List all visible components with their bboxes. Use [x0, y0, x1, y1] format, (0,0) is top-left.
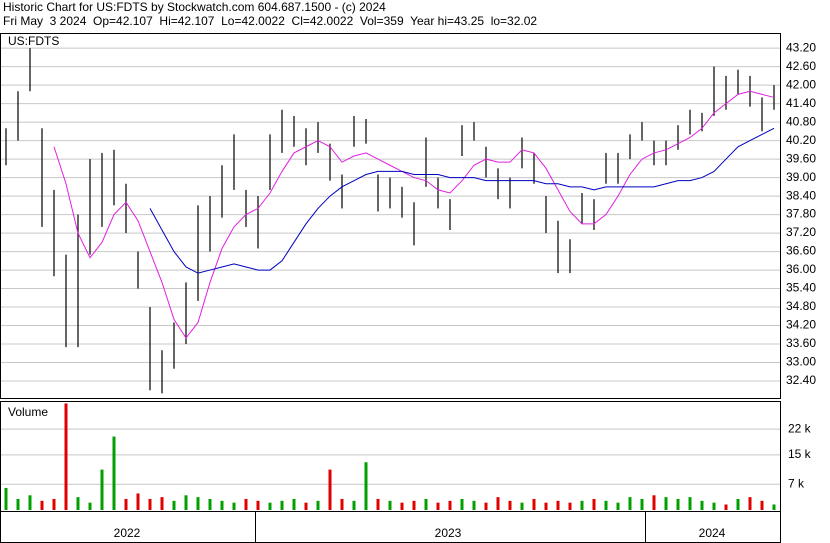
y-tick-label: 43.20	[786, 40, 816, 54]
volume-bar	[268, 502, 272, 510]
volume-bar	[424, 498, 428, 510]
y-tick-label: 33.00	[786, 355, 816, 369]
volume-bar	[304, 502, 308, 510]
volume-bar	[592, 498, 596, 510]
year-label: 2022	[114, 526, 141, 540]
header-line: Historic Chart for US:FDTS by Stockwatch…	[3, 0, 386, 14]
volume-bar	[172, 500, 176, 510]
y-tick-label: 42.00	[786, 77, 816, 91]
volume-bar	[220, 500, 224, 510]
volume-bar	[556, 500, 560, 510]
y-tick-label: 22 k	[788, 421, 812, 435]
y-tick-label: 40.80	[786, 114, 816, 128]
y-tick-label: 7 k	[788, 476, 805, 490]
volume-bar	[340, 498, 344, 510]
volume-bar	[604, 500, 608, 510]
volume-bar	[664, 497, 668, 510]
volume-bar	[736, 498, 740, 510]
y-tick-label: 34.20	[786, 318, 816, 332]
volume-bar	[676, 498, 680, 510]
volume-bar	[448, 500, 452, 510]
volume-bar	[544, 502, 548, 510]
volume-bar	[244, 498, 248, 510]
y-tick-label: 34.80	[786, 299, 816, 313]
year-label: 2023	[435, 526, 462, 540]
y-tick-label: 37.20	[786, 225, 816, 239]
volume-bar	[760, 500, 764, 510]
y-tick-label: 15 k	[788, 447, 812, 461]
volume-bar	[64, 403, 68, 510]
volume-bar	[88, 502, 92, 510]
volume-bar	[700, 500, 704, 510]
volume-bar	[688, 497, 692, 510]
volume-bar	[136, 493, 140, 510]
volume-bar	[208, 498, 212, 510]
y-tick-label: 39.60	[786, 151, 816, 165]
volume-bar	[472, 500, 476, 510]
volume-bar	[16, 498, 20, 510]
y-tick-label: 37.80	[786, 207, 816, 221]
y-tick-label: 35.40	[786, 281, 816, 295]
volume-bar	[112, 436, 116, 510]
volume-bar	[76, 497, 80, 510]
volume-bar	[436, 502, 440, 510]
volume-bar	[148, 498, 152, 510]
header-line: Fri May 3 2024 Op=42.107 Hi=42.107 Lo=42…	[3, 14, 537, 28]
volume-bar	[460, 498, 464, 510]
y-tick-label: 42.60	[786, 59, 816, 73]
volume-bar	[352, 500, 356, 510]
y-tick-label: 39.00	[786, 170, 816, 184]
volume-bar	[376, 498, 380, 510]
volume-bar	[232, 502, 236, 510]
volume-bar	[616, 502, 620, 510]
y-tick-label: 32.40	[786, 373, 816, 387]
volume-bar	[496, 497, 500, 510]
volume-bar	[580, 500, 584, 510]
volume-bar	[316, 500, 320, 510]
volume-bar	[628, 497, 632, 510]
y-tick-label: 41.40	[786, 96, 816, 110]
volume-bar	[772, 504, 776, 510]
volume-bar	[196, 497, 200, 510]
volume-bar	[184, 495, 188, 510]
volume-bar	[400, 502, 404, 510]
volume-bar	[724, 504, 728, 510]
y-tick-label: 36.00	[786, 262, 816, 276]
volume-bar	[328, 469, 332, 510]
y-tick-label: 38.40	[786, 188, 816, 202]
volume-bar	[124, 498, 128, 510]
volume-bar	[28, 495, 32, 510]
volume-bar	[640, 498, 644, 510]
volume-bar	[292, 498, 296, 510]
y-tick-label: 36.60	[786, 244, 816, 258]
volume-bar	[652, 495, 656, 510]
volume-bar	[412, 500, 416, 510]
symbol-label: US:FDTS	[8, 34, 59, 48]
volume-bar	[748, 497, 752, 510]
volume-bar	[484, 502, 488, 510]
price-frame	[0, 33, 781, 399]
volume-bar	[520, 502, 524, 510]
volume-bar	[532, 498, 536, 510]
volume-bar	[364, 462, 368, 510]
y-tick-label: 40.20	[786, 133, 816, 147]
volume-bar	[388, 500, 392, 510]
moving-average	[149, 127, 775, 274]
volume-bar	[4, 487, 8, 510]
volume-bar	[280, 500, 284, 510]
volume-bar	[712, 502, 716, 510]
volume-bar	[40, 500, 44, 510]
volume-bar	[568, 502, 572, 510]
volume-label: Volume	[8, 405, 48, 419]
volume-bar	[256, 500, 260, 510]
volume-bar	[52, 498, 56, 510]
moving-average	[53, 90, 775, 339]
year-label: 2024	[699, 526, 726, 540]
volume-bar	[100, 469, 104, 510]
volume-bar	[508, 500, 512, 510]
volume-bar	[160, 497, 164, 510]
y-tick-label: 33.60	[786, 336, 816, 350]
